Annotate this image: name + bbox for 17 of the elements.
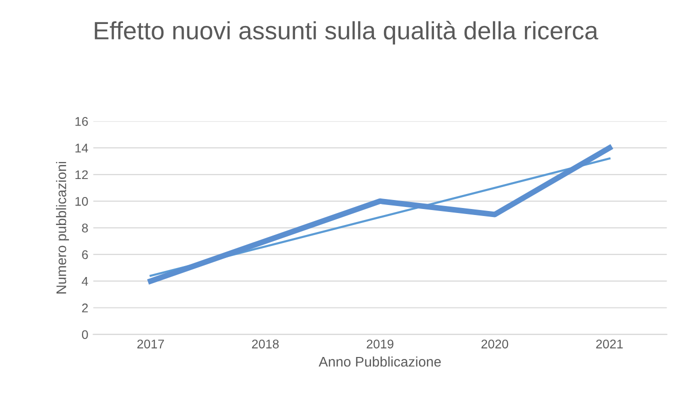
y-tick-label: 4	[82, 277, 88, 286]
y-tick-label: 0	[82, 330, 88, 340]
x-tick-label: 2019	[366, 340, 394, 348]
y-tick-label: 10	[75, 196, 88, 206]
chart-title: Effetto nuovi assunti sulla qualità della ricerca	[94, 20, 598, 44]
y-axis-title: Numero pubblicazioni	[56, 162, 69, 294]
y-tick-label: 12	[75, 170, 88, 180]
x-tick-label: 2018	[252, 340, 279, 348]
x-tick-label: 2017	[137, 340, 164, 348]
x-tick-label: 2020	[481, 340, 508, 348]
y-tick-label: 2	[82, 304, 88, 312]
y-tick-label: 16	[75, 117, 88, 126]
y-tick-label: 14	[75, 144, 88, 152]
x-axis-title: Anno Pubblicazione	[318, 356, 441, 367]
x-tick-label: 2021	[596, 340, 623, 348]
y-tick-label: 6	[82, 250, 88, 260]
y-tick-label: 8	[82, 224, 88, 232]
